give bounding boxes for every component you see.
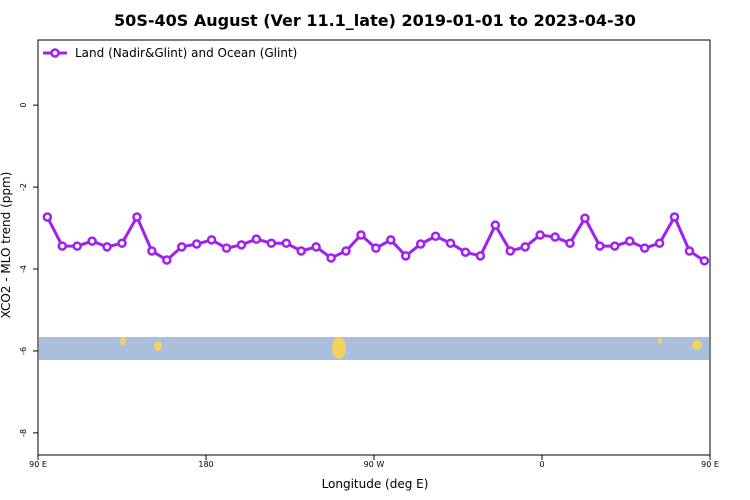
data-point — [580, 213, 590, 223]
data-point — [356, 230, 366, 240]
legend-label: Land (Nadir&Glint) and Ocean (Glint) — [75, 46, 297, 60]
data-point — [475, 251, 486, 261]
y-axis-title: XCO2 - MLO trend (ppm) — [0, 172, 13, 319]
data-point — [490, 220, 501, 230]
data-point — [281, 238, 292, 248]
data-point — [176, 242, 187, 252]
data-point — [102, 242, 112, 252]
x-tick-label: 90 E — [29, 460, 47, 469]
data-point — [535, 230, 545, 240]
x-tick-label: 90 E — [701, 460, 719, 469]
data-point — [236, 240, 247, 250]
data-point — [266, 238, 277, 248]
data-point — [699, 256, 710, 266]
data-point — [191, 239, 202, 249]
data-point — [42, 212, 53, 222]
data-point — [669, 212, 680, 222]
x-tick-label: 0 — [539, 460, 544, 469]
land-map-strip — [39, 337, 709, 360]
data-point — [430, 231, 441, 241]
y-tick-label: -8 — [19, 429, 28, 437]
data-point — [624, 236, 635, 246]
data-point — [326, 253, 336, 263]
data-point — [206, 235, 217, 245]
chart-title: 50S-40S August (Ver 11.1_late) 2019-01-0… — [114, 11, 636, 30]
data-point — [221, 243, 232, 253]
data-point — [117, 238, 127, 248]
data-point — [639, 243, 650, 253]
data-point — [57, 241, 68, 251]
data-point — [565, 238, 575, 248]
data-point — [520, 242, 530, 252]
data-point — [595, 241, 605, 251]
y-tick-label: 0 — [19, 103, 28, 108]
y-tick-label: -6 — [19, 347, 28, 355]
data-point — [550, 232, 560, 242]
data-point — [505, 246, 516, 256]
data-point — [72, 241, 82, 251]
data-point — [147, 246, 157, 256]
data-point — [371, 243, 381, 253]
x-tick-label: 180 — [198, 460, 213, 469]
data-point — [311, 242, 321, 252]
data-line — [45, 213, 706, 263]
data-point — [400, 251, 411, 261]
data-point — [341, 246, 351, 256]
data-point — [610, 241, 620, 251]
data-point — [386, 235, 396, 245]
y-tick-label: -2 — [19, 183, 28, 191]
data-point — [460, 247, 471, 257]
data-point — [654, 238, 665, 248]
y-tick-label: -4 — [19, 265, 28, 273]
data-point — [445, 238, 456, 248]
data-point — [87, 236, 97, 246]
legend-marker — [50, 48, 60, 58]
x-tick-label: 90 W — [364, 460, 385, 469]
data-point — [684, 246, 695, 256]
data-point — [296, 246, 306, 256]
data-point — [132, 212, 142, 222]
data-point — [415, 239, 426, 249]
data-point — [162, 255, 172, 265]
data-point — [251, 234, 262, 244]
x-axis-title: Longitude (deg E) — [322, 477, 429, 491]
